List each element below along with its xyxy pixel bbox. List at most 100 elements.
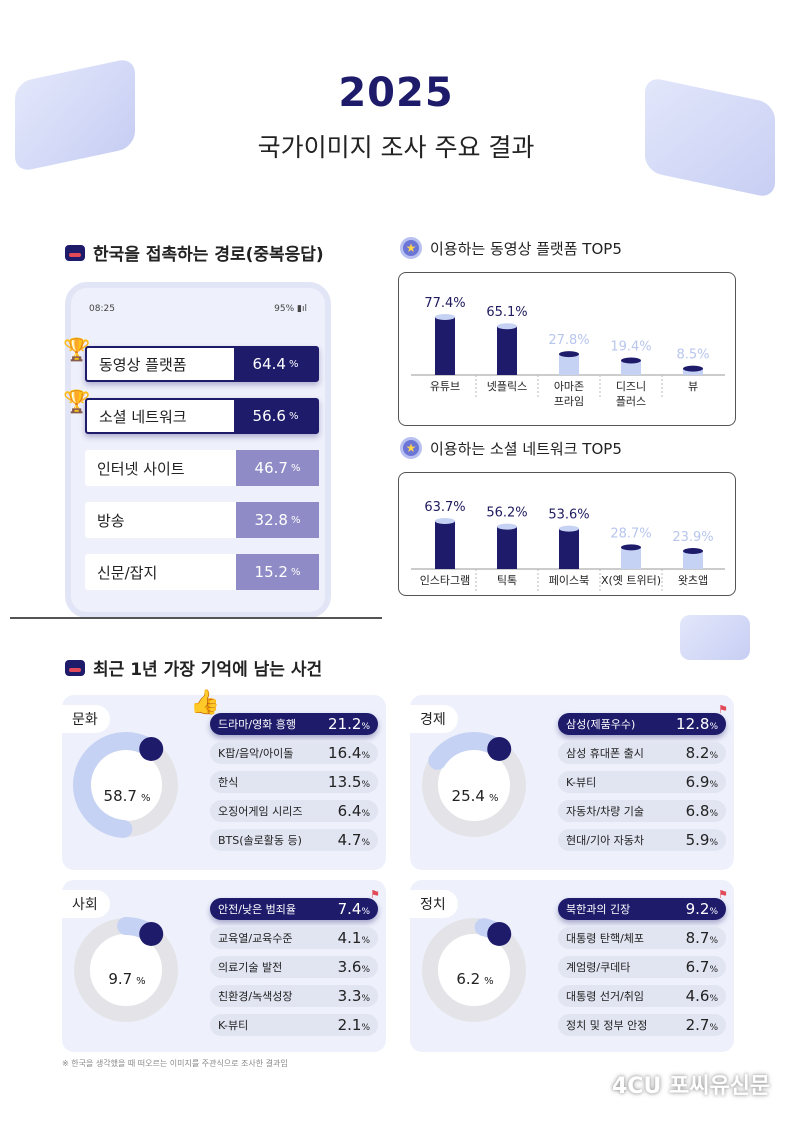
page-title: 2025	[338, 70, 454, 116]
data-label: 19.4%	[610, 339, 651, 354]
route-value: 56.6%	[234, 400, 317, 432]
donut-chart	[73, 732, 180, 838]
tick-label: 인스타그램	[420, 574, 471, 587]
event-item: 정치 및 정부 안정 2.7%	[558, 1014, 726, 1036]
donut-value: 25.4%	[451, 786, 499, 805]
event-item: 대통령 선거/취임 4.6%	[558, 985, 726, 1007]
category-label: 정치	[408, 890, 458, 918]
data-label: 8.5%	[676, 348, 709, 363]
bar	[683, 550, 703, 569]
event-card-2: 사회 9.7% 안전/낮은 범죄율 7.4% 교육열/교육수준 4.1% 의료기술 발전 3.…	[60, 880, 386, 1052]
route-label: 동영상 플랫폼	[99, 355, 187, 374]
divider	[10, 617, 382, 619]
event-item: K팝/음악/아이돌 16.4%	[210, 742, 378, 764]
illustration-person-laptop	[680, 615, 750, 660]
tick-label: 플러스	[616, 395, 646, 408]
donut-chart	[421, 732, 527, 838]
route-row: 신문/잡지 15.2%	[85, 554, 319, 590]
route-label: 신문/잡지	[97, 563, 158, 582]
route-row: 🏆 소셜 네트워크 56.6%	[63, 390, 319, 434]
trophy-icon: 🏆	[63, 338, 91, 363]
section-events-title: 최근 1년 가장 기억에 남는 사건	[93, 660, 323, 680]
data-label: 53.6%	[548, 508, 589, 523]
watermark: 4CU 포씨유신문	[612, 1074, 771, 1099]
route-value: 46.7%	[236, 450, 319, 486]
footnote: ※ 한국을 생각했을 때 떠오르는 이미지를 주관식으로 조사한 결과임	[62, 1059, 288, 1068]
tick-label: 유튜브	[430, 380, 460, 393]
event-card-1: 경제 25.4% 삼성(제품우수) 12.8% 삼성 휴대폰 출시 8.2% K-뷰티 6.9…	[408, 695, 734, 870]
event-item: 삼성 휴대폰 출시 8.2%	[558, 742, 726, 764]
phone-battery: 95% ▮ıl	[274, 304, 307, 314]
data-label: 77.4%	[424, 296, 465, 311]
bar	[621, 547, 641, 569]
event-item: 현대/기아 자동차 5.9%	[558, 829, 726, 851]
trophy-icon: 🏆	[63, 390, 91, 415]
video-platform-chart: 77.4% 유튜브 65.1% 넷플릭스 27.8% 아마존 프라임 19.4% 디즈니 플러스 8…	[398, 272, 736, 426]
donut-value: 6.2%	[456, 970, 494, 988]
route-label: 인터넷 사이트	[97, 459, 185, 478]
event-item: 계엄령/쿠데타 6.7%	[558, 956, 726, 978]
donut-chart	[73, 917, 180, 1024]
logo-icon	[65, 244, 85, 261]
event-item: 오징어게임 시리즈 6.4%	[210, 800, 378, 822]
event-card-0: 문화 58.7% 드라마/영화 흥행 21.2% K팝/음악/아이돌 16.4% 한식 13.…	[60, 695, 386, 870]
event-item: 교육열/교육수준 4.1%	[210, 927, 378, 949]
bar-cap	[683, 365, 703, 372]
section-events-heading: 최근 1년 가장 기억에 남는 사건	[65, 655, 322, 680]
data-label: 65.1%	[486, 305, 527, 320]
event-item: K-뷰티 6.9%	[558, 771, 726, 793]
event-item: 한식 13.5%	[210, 771, 378, 793]
event-item: 안전/낮은 범죄율 7.4%	[210, 898, 378, 920]
event-item: 자동차/차량 기술 6.8%	[558, 800, 726, 822]
tick-label: 넷플릭스	[487, 380, 527, 393]
donut-track	[422, 918, 526, 1022]
bar	[621, 360, 641, 375]
tick-label: 디즈니	[616, 380, 646, 393]
donut-marker	[139, 736, 164, 761]
bar-cap	[497, 323, 517, 330]
bar-cap	[683, 547, 703, 554]
data-label: 27.8%	[548, 333, 589, 348]
category-label: 경제	[408, 705, 458, 733]
tick-label: 페이스북	[549, 574, 589, 587]
page-subtitle: 국가이미지 조사 주요 결과	[257, 133, 535, 162]
bar-cap	[559, 351, 579, 358]
donut-value: 9.7%	[108, 970, 146, 988]
tick-label: 뷰	[688, 380, 698, 393]
bar-cap	[435, 314, 455, 320]
chart-title: 이용하는 소셜 네트워크 TOP5	[430, 439, 622, 458]
event-item: 의료기술 발전 3.6%	[210, 956, 378, 978]
route-label: 소셜 네트워크	[99, 407, 187, 426]
flag-icon: ⚑	[718, 888, 728, 901]
bar-cap	[435, 518, 455, 524]
video-platform-heading: ★ 이용하는 동영상 플랫폼 TOP5	[400, 237, 622, 259]
section-routes-title: 한국을 접촉하는 경로(중복응답)	[93, 245, 324, 265]
bar-cap	[559, 525, 579, 532]
thumbs-up-icon: 👍	[190, 688, 220, 716]
chart-title: 이용하는 동영상 플랫폼 TOP5	[430, 239, 622, 258]
route-value: 15.2%	[236, 554, 319, 590]
route-row: 🏆 동영상 플랫폼 64.4%	[63, 338, 319, 382]
bar	[559, 528, 579, 569]
phone-time: 08:25	[89, 304, 115, 314]
bar	[497, 326, 517, 375]
medal-icon: ★	[400, 237, 422, 259]
tick-label: 아마존	[554, 380, 584, 393]
flag-icon: ⚑	[370, 888, 380, 901]
bar-cap	[621, 357, 641, 364]
data-label: 56.2%	[486, 506, 527, 521]
event-item: 드라마/영화 흥행 21.2%	[210, 713, 378, 735]
route-row: 방송 32.8%	[85, 502, 319, 538]
route-value: 64.4%	[234, 348, 317, 380]
bar	[683, 368, 703, 375]
flag-icon: ⚑	[718, 703, 728, 716]
donut-marker	[487, 921, 512, 946]
bar	[559, 354, 579, 375]
event-item: 대통령 탄핵/체포 8.7%	[558, 927, 726, 949]
social-network-heading: ★ 이용하는 소셜 네트워크 TOP5	[400, 437, 622, 459]
social-network-chart: 63.7% 인스타그램 56.2% 틱톡 53.6% 페이스북 28.7% X(옛 트위터) 2…	[398, 472, 736, 596]
data-label: 23.9%	[672, 530, 713, 545]
route-row: 인터넷 사이트 46.7%	[85, 450, 319, 486]
phone-mockup: 08:25 95% ▮ıl 🏆 동영상 플랫폼 64.4% 🏆 소셜 네트워크 56.6%…	[63, 282, 331, 618]
bar	[435, 521, 455, 569]
